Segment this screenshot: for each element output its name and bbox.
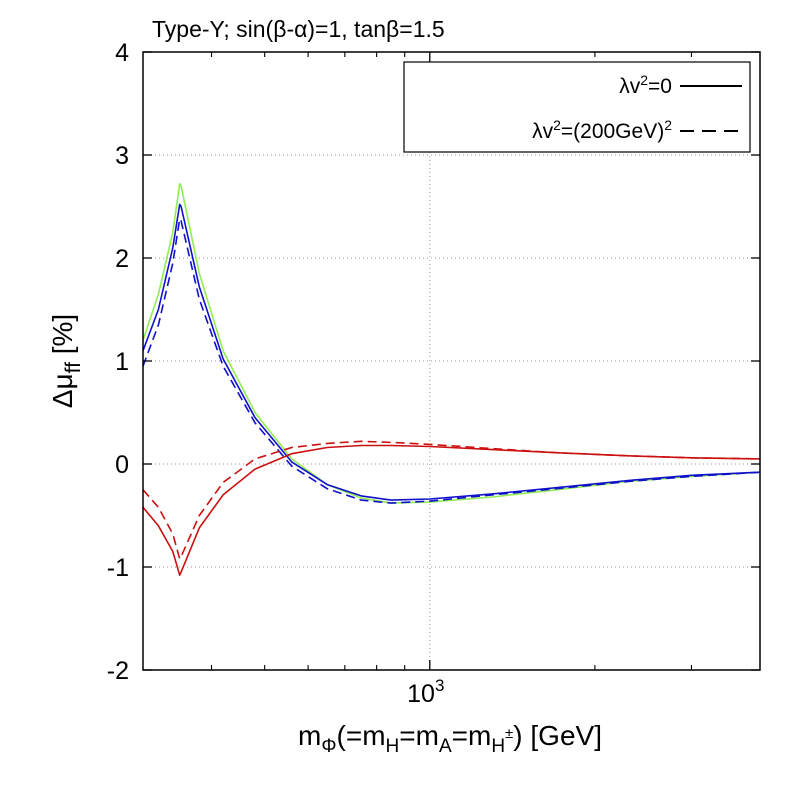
y-axis-label: Δμff [%] bbox=[47, 314, 85, 408]
chart-title: Type-Y; sin(β-α)=1, tanβ=1.5 bbox=[152, 16, 445, 42]
legend-box bbox=[403, 61, 751, 153]
series-line-green-solid bbox=[142, 183, 761, 504]
y-tick-label: 0 bbox=[115, 451, 129, 479]
series-group bbox=[142, 183, 761, 577]
series-line-blue-solid bbox=[142, 203, 761, 501]
legend: λv2=0 λv2=(200GeV)2 bbox=[403, 61, 751, 153]
grid bbox=[143, 52, 760, 670]
series-line-red-dashed bbox=[142, 440, 761, 560]
y-tick-label: 2 bbox=[115, 245, 129, 273]
y-tick-label: -2 bbox=[107, 657, 129, 685]
y-tick-label: -1 bbox=[107, 554, 129, 582]
legend-entry-dashed-label: λv2=(200GeV)2 bbox=[532, 117, 672, 143]
ticks: -2 -1 0 1 2 3 4 103 bbox=[107, 39, 760, 708]
x-tick-label: 103 bbox=[407, 676, 444, 708]
series-line-red-solid bbox=[142, 444, 761, 577]
y-tick-label: 1 bbox=[115, 348, 129, 376]
x-axis-label: mΦ(=mH=mA=mH±) [GeV] bbox=[298, 720, 602, 757]
plot-frame bbox=[142, 51, 761, 671]
legend-entry-solid-label: λv2=0 bbox=[619, 72, 672, 98]
series-line-blue-dashed bbox=[142, 218, 761, 504]
y-tick-label: 4 bbox=[115, 39, 129, 67]
y-tick-label: 3 bbox=[115, 142, 129, 170]
